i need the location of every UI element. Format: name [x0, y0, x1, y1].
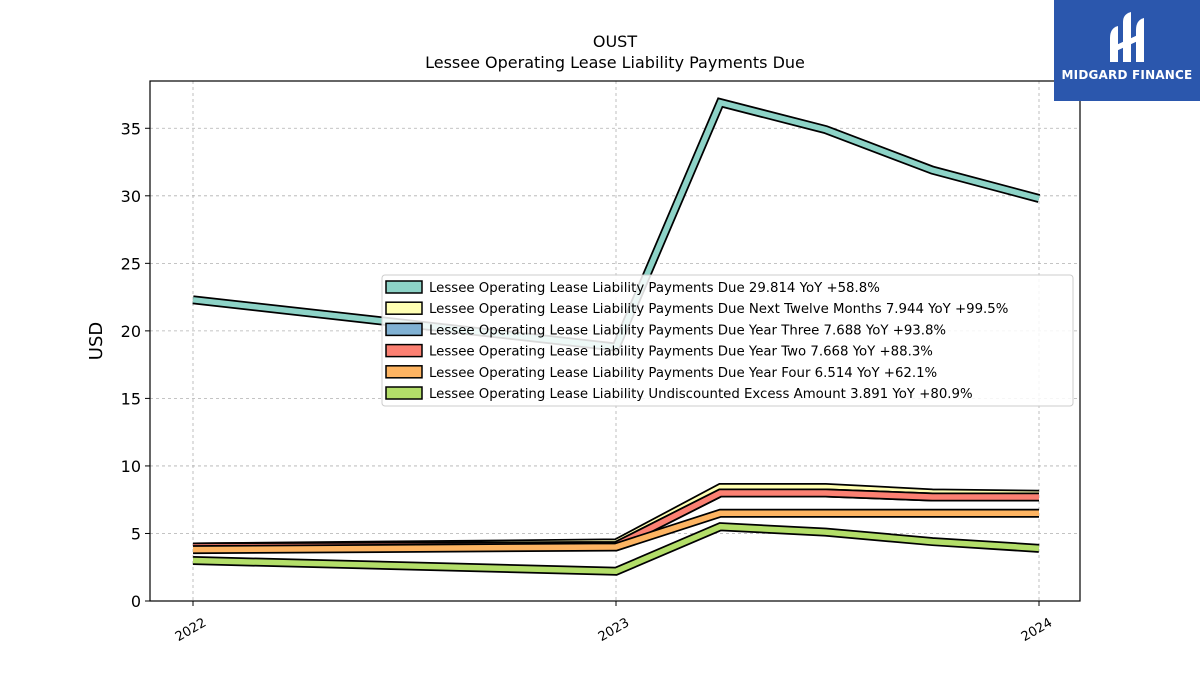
legend-swatch	[385, 365, 423, 379]
series-line	[192, 523, 1040, 575]
x-tick-label: 2024	[1019, 615, 1055, 645]
y-tick-label: 5	[131, 524, 141, 543]
y-tick-label: 35	[121, 119, 141, 138]
chart-title: OUST	[593, 32, 637, 51]
legend-entry: Lessee Operating Lease Liability Payment…	[429, 323, 946, 338]
series-line	[192, 510, 1039, 553]
chart-subtitle: Lessee Operating Lease Liability Payment…	[425, 53, 805, 72]
legend-entry: Lessee Operating Lease Liability Payment…	[429, 366, 937, 381]
axes	[149, 80, 1081, 602]
x-tick-label: 2023	[596, 615, 632, 645]
legend-entry: Lessee Operating Lease Liability Undisco…	[429, 387, 973, 402]
logo-text: MIDGARD FINANCE	[1061, 68, 1193, 82]
y-tick-label: 10	[121, 457, 141, 476]
y-tick-label: 30	[121, 187, 141, 206]
legend-swatch	[385, 322, 423, 337]
legend-entry: Lessee Operating Lease Liability Payment…	[429, 281, 880, 296]
y-tick-label: 20	[121, 322, 141, 341]
y-tick-label: 0	[131, 592, 141, 611]
legend-swatch	[385, 280, 423, 294]
x-tick-label: 2022	[173, 615, 209, 645]
legend: Lessee Operating Lease Liability Payment…	[381, 274, 1074, 407]
y-tick-label: 15	[121, 389, 141, 408]
y-axis-label: USD	[86, 322, 107, 360]
legend-swatch	[385, 301, 423, 315]
legend-box	[381, 274, 1074, 407]
brand-logo: MIDGARD FINANCE	[1054, 0, 1200, 101]
legend-entry: Lessee Operating Lease Liability Payment…	[429, 345, 933, 360]
legend-swatch	[385, 343, 423, 358]
y-tick-label: 25	[121, 254, 141, 273]
legend-entry: Lessee Operating Lease Liability Payment…	[429, 302, 1008, 317]
legend-swatch	[385, 386, 423, 400]
logo-mark-icon	[1110, 12, 1144, 62]
plot-frame	[149, 80, 1081, 602]
